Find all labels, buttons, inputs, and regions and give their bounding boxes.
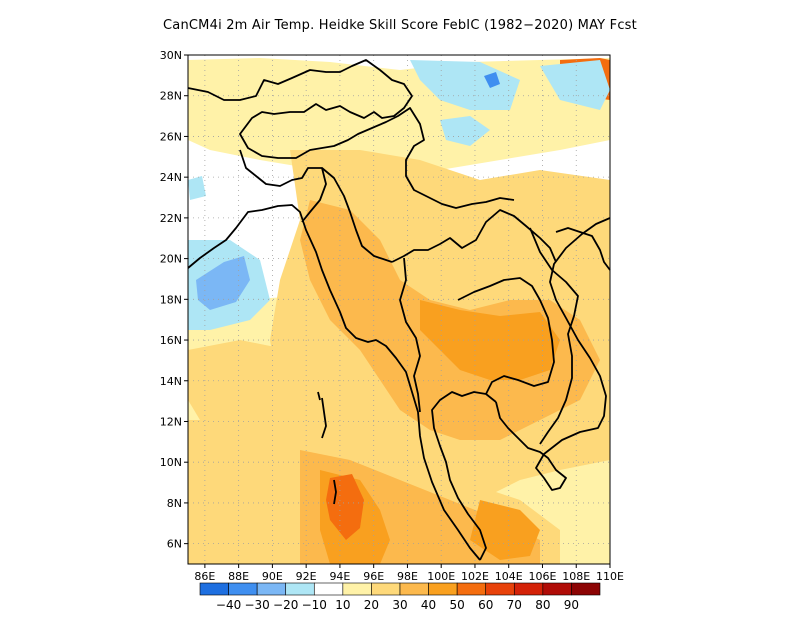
lat-tick-label: 14N (160, 375, 182, 388)
lat-tick-label: 18N (160, 293, 182, 306)
colorbar-label: 40 (421, 598, 436, 612)
lat-tick-label: 20N (160, 253, 182, 266)
lon-tick-label: 86E (194, 570, 215, 583)
colorbar-label: 70 (507, 598, 522, 612)
field-region-negative (196, 256, 250, 310)
latitude-ticks: 30N 28N 26N 24N 22N 20N 18N 16N 14N 12N 10N 8N 6N (160, 49, 188, 551)
lon-tick-label: 94E (329, 570, 350, 583)
colorbar-swatch (313, 582, 344, 596)
colorbar-swatch (342, 582, 372, 596)
lat-tick-label: 30N (160, 49, 182, 62)
colorbar-swatch (256, 582, 287, 596)
colorbar-swatch (371, 582, 401, 596)
chart-title: CanCM4i 2m Air Temp. Heidke Skill Score … (163, 18, 637, 33)
colorbar-label: −10 (302, 598, 327, 612)
andaman-islands (317, 391, 337, 505)
field-region-land-higher (470, 500, 540, 560)
cambodia-vietnam-coast (495, 217, 611, 491)
lon-tick-label: 110E (596, 570, 624, 583)
lon-tick-label: 102E (461, 570, 489, 583)
coastline-borders (187, 59, 611, 561)
lon-tick-label: 106E (529, 570, 557, 583)
lon-tick-label: 88E (228, 570, 249, 583)
lat-tick-label: 24N (160, 171, 182, 184)
lon-tick-label: 92E (296, 570, 317, 583)
northern-borders (187, 59, 515, 209)
colorbar-label: −20 (273, 598, 298, 612)
colorbar-swatch (285, 582, 315, 596)
vietnam-north-coast (555, 227, 611, 271)
field-region-strong-negative (484, 72, 500, 88)
colorbar (199, 582, 601, 596)
lon-tick-label: 108E (562, 570, 590, 583)
colorbar-label: 10 (335, 598, 350, 612)
lat-tick-label: 28N (160, 90, 182, 103)
colorbar-swatch (485, 582, 515, 596)
lon-tick-label: 98E (397, 570, 418, 583)
myanmar-coast (187, 204, 481, 561)
field-region-weak-negative (440, 116, 490, 146)
field-region-land-higher (420, 300, 560, 380)
thailand-gulf-coast (431, 391, 497, 561)
colorbar-label: 80 (535, 598, 550, 612)
colorbar-swatch (571, 582, 601, 596)
colorbar-swatch (428, 582, 458, 596)
colorbar-swatch (399, 582, 429, 596)
colorbar-label: 30 (392, 598, 407, 612)
laos-thailand-border (457, 277, 555, 395)
field-region-weak-negative (540, 60, 610, 110)
lat-tick-label: 22N (160, 212, 182, 225)
lon-tick-label: 104E (495, 570, 523, 583)
colorbar-swatch (228, 582, 258, 596)
colorbar-label: 60 (478, 598, 493, 612)
colorbar-label: 20 (364, 598, 379, 612)
myanmar-thailand-border (391, 209, 557, 413)
map-frame (187, 54, 611, 565)
field-region-weak-negative (188, 176, 206, 200)
colorbar-label: −30 (244, 598, 269, 612)
lat-tick-label: 6N (167, 538, 182, 551)
laos-vietnam-border (529, 227, 579, 445)
colorbar-swatch (456, 582, 487, 596)
colorbar-swatch (513, 582, 544, 596)
longitude-ticks: 86E 88E 90E 92E 94E 96E 98E 100E 102E 104E 106E 108… (194, 564, 624, 583)
colorbar-swatch (542, 582, 572, 596)
lat-tick-label: 8N (167, 497, 182, 510)
lon-tick-label: 100E (427, 570, 455, 583)
colorbar-swatch (199, 582, 229, 596)
colorbar-label: −40 (216, 598, 241, 612)
skill-field (188, 55, 610, 564)
bangladesh-border (239, 149, 327, 223)
myanmar-inner-border (321, 167, 393, 263)
colorbar-label: 90 (564, 598, 579, 612)
lat-tick-label: 26N (160, 130, 182, 143)
colorbar-labels: −40 −30 −20 −10 10 20 30 40 50 60 70 80 90 (216, 598, 579, 612)
colorbar-label: 50 (450, 598, 465, 612)
lon-tick-label: 90E (262, 570, 283, 583)
lat-tick-label: 16N (160, 334, 182, 347)
lat-tick-label: 10N (160, 456, 182, 469)
lon-tick-label: 96E (363, 570, 384, 583)
field-region-weak-negative (410, 60, 520, 110)
lat-tick-label: 12N (160, 415, 182, 428)
